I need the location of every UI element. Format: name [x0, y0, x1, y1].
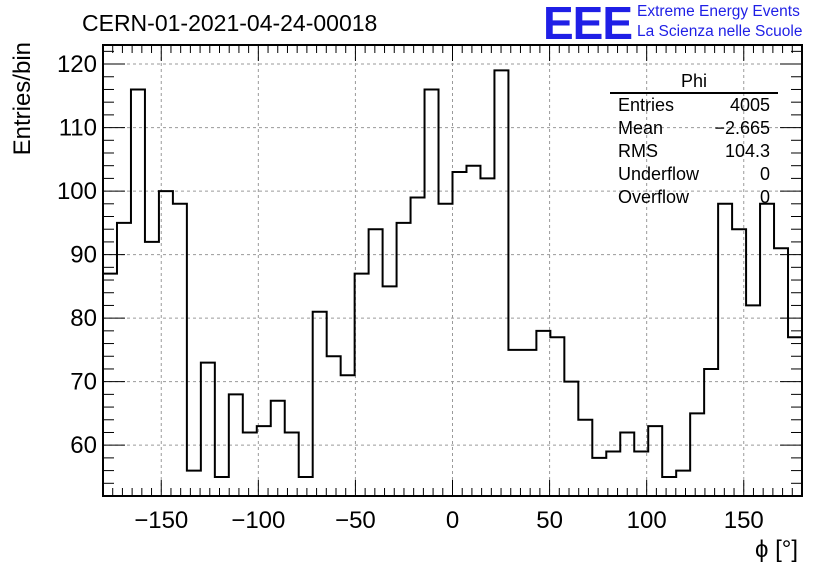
logo-line-2: La Scienza nelle Scuole — [637, 23, 803, 40]
histogram-line — [103, 69, 802, 478]
stats-value: −2.665 — [714, 118, 770, 138]
stats-value: 0 — [759, 187, 770, 207]
x-tick-labels: −150 −100 −50 0 50 100 150 — [134, 507, 764, 534]
y-tick-label: 110 — [59, 115, 97, 142]
stats-row: Mean −2.665 — [610, 117, 778, 140]
stats-row: Overflow 0 — [610, 186, 778, 209]
x-tick-label: −50 — [335, 507, 376, 534]
y-tick-label: 80 — [70, 305, 97, 332]
axis-ticks — [103, 45, 802, 496]
y-tick-label: 90 — [70, 242, 97, 269]
chart-title: CERN-01-2021-04-24-00018 — [82, 10, 378, 36]
stats-row: RMS 104.3 — [610, 140, 778, 163]
eee-logo: EEE — [543, 0, 633, 49]
stats-label: RMS — [618, 141, 658, 161]
x-tick-label: 100 — [627, 507, 667, 534]
y-tick-label: 70 — [70, 369, 97, 396]
y-axis-label: Entries/bin — [9, 42, 36, 155]
y-tick-label: 120 — [57, 51, 97, 78]
stats-label: Overflow — [618, 187, 690, 207]
y-tick-label: 100 — [57, 178, 97, 205]
logo-text: Extreme Energy Events La Scienza nelle S… — [637, 2, 802, 42]
stats-title: Phi — [610, 70, 778, 94]
x-tick-label: −150 — [134, 507, 188, 534]
stats-label: Entries — [618, 95, 675, 115]
x-tick-label: 150 — [724, 507, 764, 534]
x-axis-label: ϕ [°] — [755, 536, 798, 563]
x-tick-label: −100 — [231, 507, 285, 534]
logo-line-1: Extreme Energy Events — [637, 3, 800, 20]
stats-row: Underflow 0 — [610, 163, 778, 186]
stats-box: Phi Entries 4005 Mean −2.665 RMS 104.3 U… — [610, 70, 778, 209]
y-tick-label: 60 — [70, 432, 97, 459]
x-tick-label: 50 — [536, 507, 563, 534]
stats-value: 104.3 — [724, 141, 770, 161]
stats-label: Underflow — [618, 164, 700, 184]
x-tick-label: 0 — [446, 507, 459, 534]
stats-value: 4005 — [729, 95, 770, 115]
stats-label: Mean — [618, 118, 664, 138]
y-tick-labels: 60 70 80 90 100 110 120 — [57, 51, 97, 459]
stats-value: 0 — [759, 164, 770, 184]
stats-row: Entries 4005 — [610, 94, 778, 117]
